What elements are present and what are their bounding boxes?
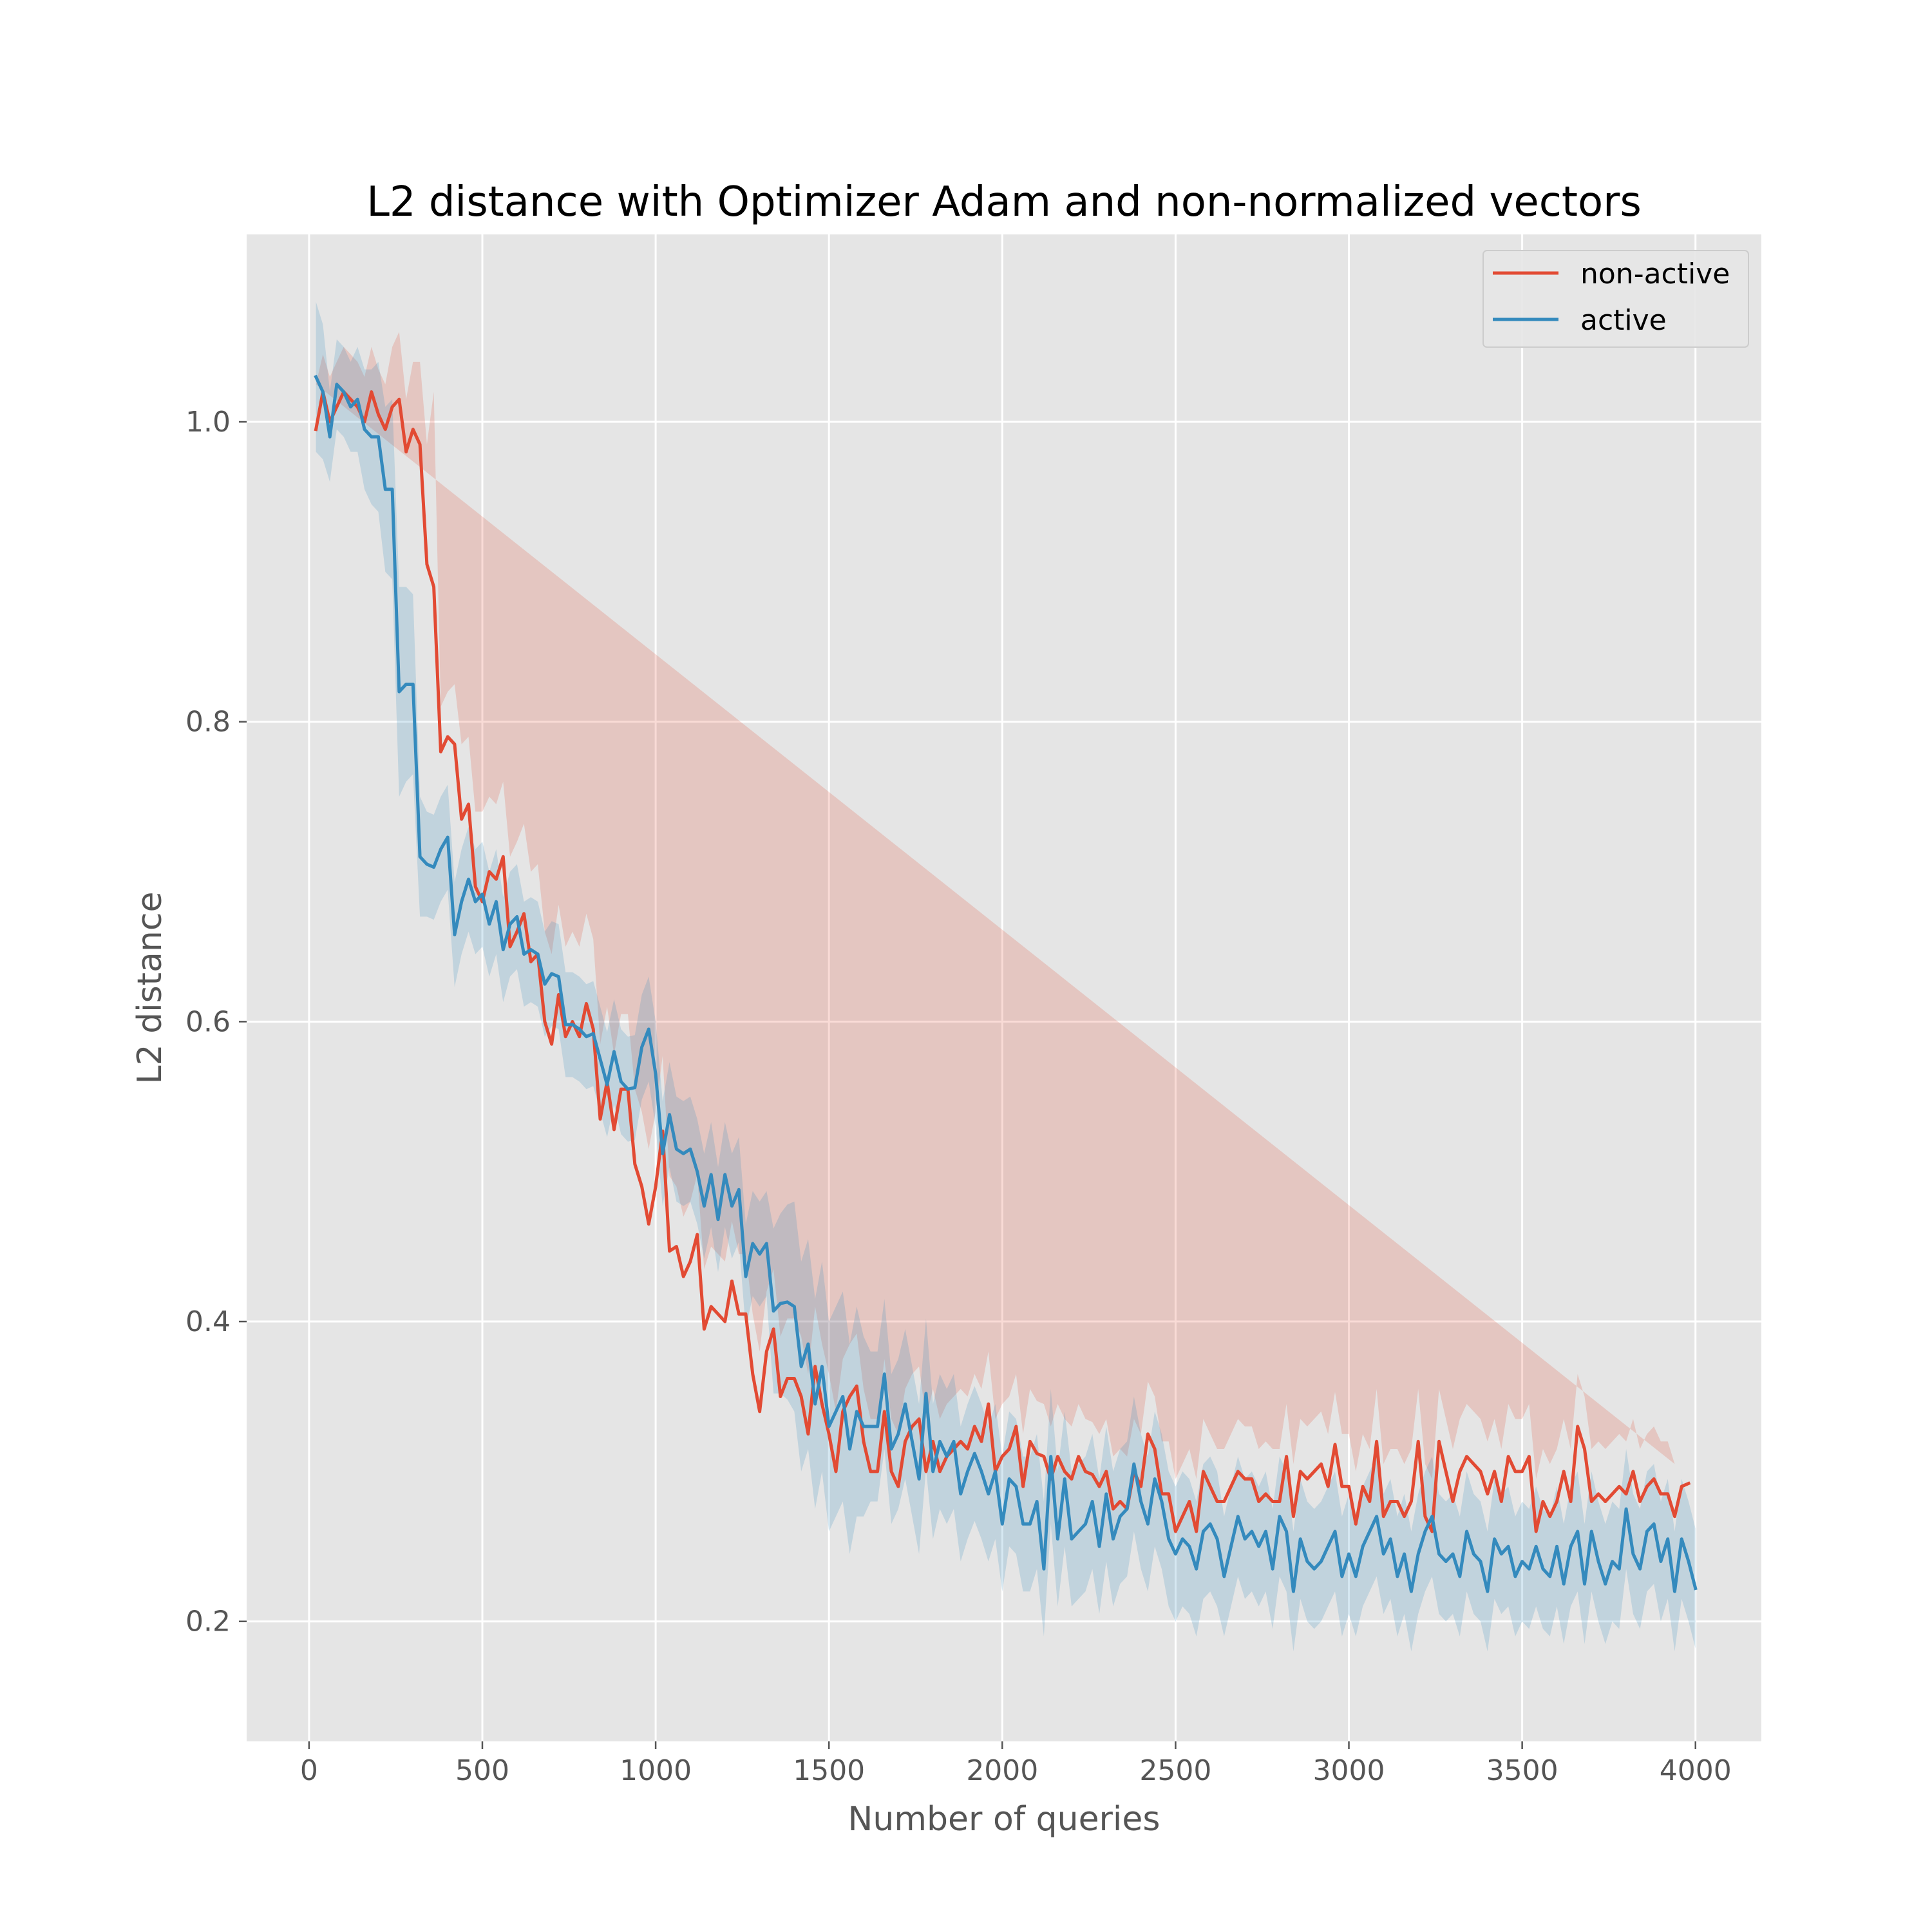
- band-active: [316, 301, 1696, 1652]
- band-non-active: [316, 332, 1675, 1479]
- x-tick-label: 3500: [1486, 1754, 1558, 1787]
- x-axis-label: Number of queries: [848, 1800, 1160, 1839]
- x-axis-ticks: 0 500 1000 1500 2000 2500 3000 3500 4000: [300, 1741, 1732, 1787]
- confidence-bands: [316, 301, 1696, 1652]
- legend-label-active: active: [1580, 304, 1667, 337]
- legend: non-active active: [1482, 250, 1749, 348]
- line-non-active: [314, 390, 1691, 1533]
- y-tick-label: 0.2: [185, 1605, 231, 1638]
- y-tick-label: 0.4: [185, 1305, 231, 1338]
- legend-label-non-active: non-active: [1580, 258, 1730, 290]
- y-tick-label: 0.6: [185, 1005, 231, 1038]
- x-tick-label: 4000: [1660, 1754, 1732, 1787]
- x-tick-label: 2000: [966, 1754, 1038, 1787]
- x-tick-label: 0: [300, 1754, 318, 1787]
- chart-title: L2 distance with Optimizer Adam and non-…: [366, 178, 1642, 226]
- x-tick-label: 2500: [1139, 1754, 1211, 1787]
- series-lines: [314, 374, 1698, 1593]
- x-tick-label: 1500: [793, 1754, 865, 1787]
- x-tick-label: 3000: [1313, 1754, 1385, 1787]
- y-tick-label: 1.0: [185, 406, 231, 439]
- y-axis-ticks: 0.2 0.4 0.6 0.8 1.0: [185, 406, 247, 1638]
- y-tick-label: 0.8: [185, 706, 231, 739]
- line-active: [314, 374, 1698, 1593]
- y-axis-label: L2 distance: [131, 892, 169, 1084]
- plot-area: [247, 234, 1761, 1741]
- x-tick-label: 500: [455, 1754, 509, 1787]
- x-tick-label: 1000: [620, 1754, 692, 1787]
